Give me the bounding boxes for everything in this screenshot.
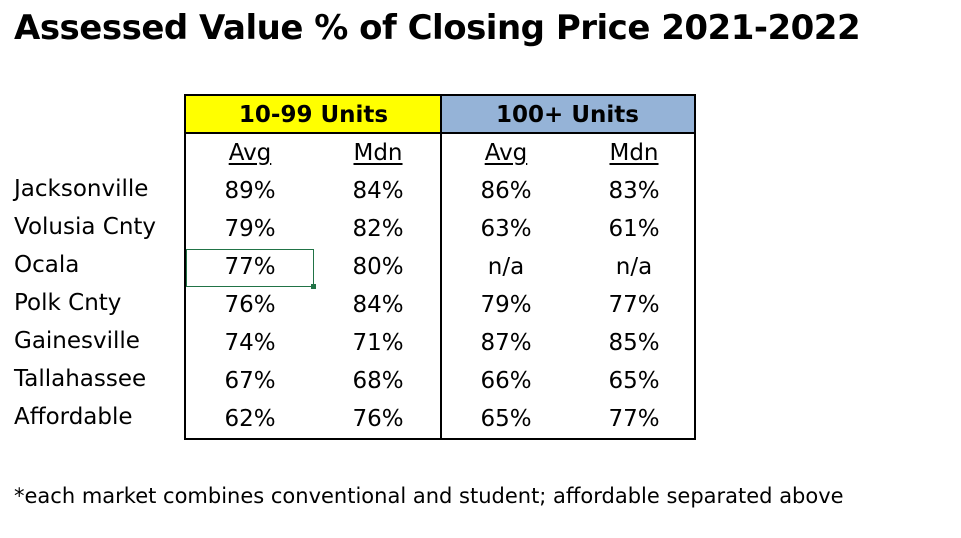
table-cell[interactable]: 77% (608, 406, 660, 432)
table-cell[interactable]: 82% (352, 216, 404, 242)
row-label-jacksonville: Jacksonville (14, 176, 149, 202)
data-table: 10-99 Units 100+ Units Avg Mdn Avg Mdn 8… (184, 94, 696, 440)
table-cell[interactable]: 83% (608, 178, 660, 204)
table-cell[interactable]: 74% (224, 330, 276, 356)
subheader-mdn-b[interactable]: Mdn (609, 140, 659, 166)
table-cell[interactable]: 77% (608, 292, 660, 318)
table-cell[interactable]: 66% (480, 368, 532, 394)
table-cell[interactable]: 80% (352, 254, 404, 280)
table-cell[interactable]: n/a (487, 254, 525, 280)
table-cell[interactable]: 85% (608, 330, 660, 356)
table-cell[interactable]: 61% (608, 216, 660, 242)
table-cell[interactable]: 63% (480, 216, 532, 242)
table-cell-selected[interactable]: 77% (224, 254, 276, 280)
table-cell[interactable]: 84% (352, 178, 404, 204)
table-cell[interactable]: 89% (224, 178, 276, 204)
table-cell[interactable]: 79% (480, 292, 532, 318)
row-label-ocala: Ocala (14, 252, 80, 278)
selected-cell-border (186, 249, 316, 289)
table-cell[interactable]: 62% (224, 406, 276, 432)
table-cell[interactable]: 76% (352, 406, 404, 432)
group-header-10-99[interactable]: 10-99 Units (186, 96, 441, 134)
table-cell[interactable]: 79% (224, 216, 276, 242)
table-cell[interactable]: 87% (480, 330, 532, 356)
subheader-mdn-a[interactable]: Mdn (353, 140, 403, 166)
table-cell[interactable]: 84% (352, 292, 404, 318)
table-cell[interactable]: 65% (480, 406, 532, 432)
table-cell[interactable]: 65% (608, 368, 660, 394)
subheader-avg-b[interactable]: Avg (484, 140, 528, 166)
table-cell[interactable]: 71% (352, 330, 404, 356)
table-cell[interactable]: 68% (352, 368, 404, 394)
group-header-100-plus[interactable]: 100+ Units (441, 96, 694, 134)
row-label-gainesville: Gainesville (14, 328, 140, 354)
row-label-tallahassee: Tallahassee (14, 366, 147, 392)
row-label-polk: Polk Cnty (14, 290, 122, 316)
page-title: Assessed Value % of Closing Price 2021-2… (14, 8, 861, 48)
column-divider (440, 96, 442, 438)
row-label-affordable: Affordable (14, 404, 133, 430)
row-label-volusia: Volusia Cnty (14, 214, 157, 240)
footnote: *each market combines conventional and s… (14, 484, 844, 508)
subheader-avg-a[interactable]: Avg (228, 140, 272, 166)
table-cell[interactable]: 76% (224, 292, 276, 318)
table-cell[interactable]: 86% (480, 178, 532, 204)
table-cell[interactable]: 67% (224, 368, 276, 394)
table-cell[interactable]: n/a (615, 254, 653, 280)
